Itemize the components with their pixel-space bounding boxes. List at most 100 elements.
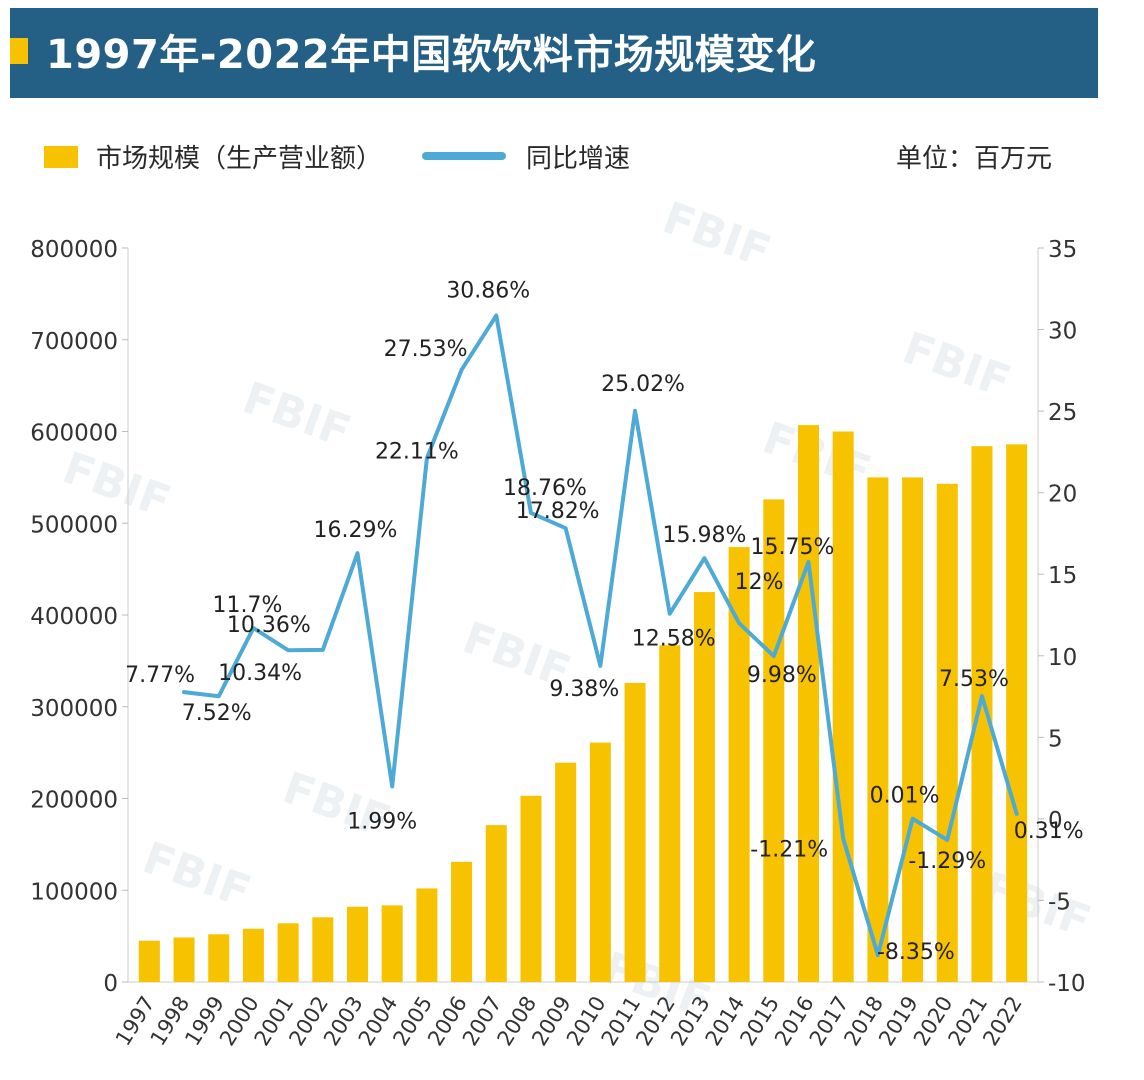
growth-point-2009 (564, 526, 568, 530)
legend-line-swatch (422, 152, 506, 160)
left-tick-label: 500000 (30, 512, 118, 538)
right-tick-label: 0 (1048, 808, 1063, 834)
growth-label-2009: 17.82% (516, 499, 600, 524)
growth-label-2017: -1.21% (750, 838, 828, 863)
unit-label: 单位：百万元 (895, 144, 1052, 174)
right-tick-label: 25 (1048, 400, 1077, 426)
growth-point-2000 (251, 626, 255, 630)
bar-2007 (485, 825, 507, 982)
watermark: FBIF (896, 322, 1017, 408)
growth-label-2013: 15.98% (662, 523, 746, 548)
chart-title: 1997年-2022年中国软饮料市场规模变化 (46, 32, 817, 78)
growth-label-2002: 10.36% (227, 613, 311, 638)
growth-point-2008 (529, 511, 533, 515)
bar-2000 (242, 928, 264, 982)
bar-2016 (798, 425, 819, 982)
growth-label-2014: 12% (735, 570, 784, 595)
growth-label-2018: -8.35% (877, 940, 955, 965)
growth-point-2014 (737, 621, 741, 625)
bar-2011 (624, 682, 646, 982)
right-tick-label: 10 (1048, 645, 1077, 671)
growth-point-2007 (494, 314, 498, 318)
left-tick-label: 0 (103, 971, 118, 997)
title-banner (10, 8, 1098, 98)
growth-label-1999: 7.52% (182, 701, 252, 726)
left-tick-label: 700000 (30, 329, 118, 355)
growth-label-2021: 7.53% (939, 667, 1009, 692)
watermark: FBIF (976, 862, 1097, 948)
growth-label-2012: 12.58% (632, 627, 716, 652)
growth-point-2021 (980, 694, 984, 698)
growth-point-1999 (217, 694, 221, 698)
left-tick-label: 100000 (30, 879, 118, 905)
growth-point-2017 (841, 837, 845, 841)
growth-label-2000: 11.7% (212, 593, 282, 618)
bar-2018 (867, 477, 889, 982)
watermark: FBIF (656, 192, 777, 278)
growth-label-2015: 9.98% (747, 663, 817, 688)
growth-point-2004 (390, 784, 394, 788)
bar-2009 (555, 762, 577, 982)
bar-2012 (659, 645, 681, 982)
bar-2014 (728, 547, 750, 982)
bar-2020 (936, 483, 958, 982)
right-tick-label: 35 (1048, 237, 1077, 263)
growth-point-2001 (286, 648, 290, 652)
bar-2017 (832, 431, 854, 982)
growth-point-2022 (1015, 812, 1019, 816)
bar-2013 (693, 592, 715, 982)
bar-2021 (971, 446, 993, 982)
growth-label-2022: 0.31% (1014, 819, 1084, 844)
bar-2006 (451, 861, 473, 982)
growth-point-2002 (321, 648, 325, 652)
growth-label-2001: 10.34% (218, 661, 302, 686)
growth-label-2005: 22.11% (375, 439, 459, 464)
legend-bar-swatch (44, 146, 78, 168)
right-tick-label: -5 (1048, 889, 1071, 915)
growth-point-2011 (633, 409, 637, 413)
bar-2022 (1006, 444, 1028, 983)
title-accent-bar (10, 38, 28, 64)
growth-point-2012 (668, 612, 672, 616)
bar-2004 (381, 905, 403, 982)
growth-point-2010 (598, 664, 602, 668)
growth-point-2015 (772, 654, 776, 658)
bar-2015 (763, 499, 785, 982)
growth-label-2019: 0.01% (870, 784, 940, 809)
growth-label-1998: 7.77% (125, 663, 195, 688)
left-tick-label: 800000 (30, 237, 118, 263)
right-tick-label: 15 (1048, 563, 1077, 589)
right-tick-label: 30 (1048, 319, 1077, 345)
growth-label-2011: 25.02% (601, 372, 685, 397)
bar-2003 (347, 906, 368, 982)
growth-label-2010: 9.38% (549, 677, 619, 702)
bar-1997 (138, 940, 160, 982)
watermark: FBIF (236, 372, 357, 458)
growth-point-2005 (425, 456, 429, 460)
watermark: FBIF (276, 762, 397, 848)
right-tick-label: 20 (1048, 482, 1077, 508)
bar-2010 (589, 742, 611, 982)
bar-2002 (312, 917, 334, 982)
growth-label-2004: 1.99% (347, 809, 417, 834)
legend-line-label: 同比增速 (526, 144, 631, 174)
watermark: FBIF (136, 832, 257, 918)
growth-point-2016 (807, 560, 810, 564)
growth-label-2006: 27.53% (384, 337, 468, 362)
growth-point-2018 (876, 953, 880, 957)
legend-bar-label: 市场规模（生产营业额） (96, 144, 383, 174)
bar-2019 (902, 477, 924, 982)
bar-2005 (416, 888, 438, 982)
left-tick-label: 300000 (30, 696, 118, 722)
bar-2008 (520, 795, 542, 982)
bar-1999 (208, 934, 230, 982)
legend: 市场规模（生产营业额） 同比增速 单位：百万元 (44, 132, 1104, 180)
left-tick-label: 600000 (30, 421, 118, 447)
right-tick-label: 5 (1048, 726, 1063, 752)
growth-point-2013 (702, 556, 706, 560)
right-tick-label: -10 (1048, 971, 1086, 997)
growth-label-2008: 18.76% (503, 476, 587, 501)
growth-point-2019 (911, 817, 915, 821)
bar-1998 (173, 937, 195, 982)
